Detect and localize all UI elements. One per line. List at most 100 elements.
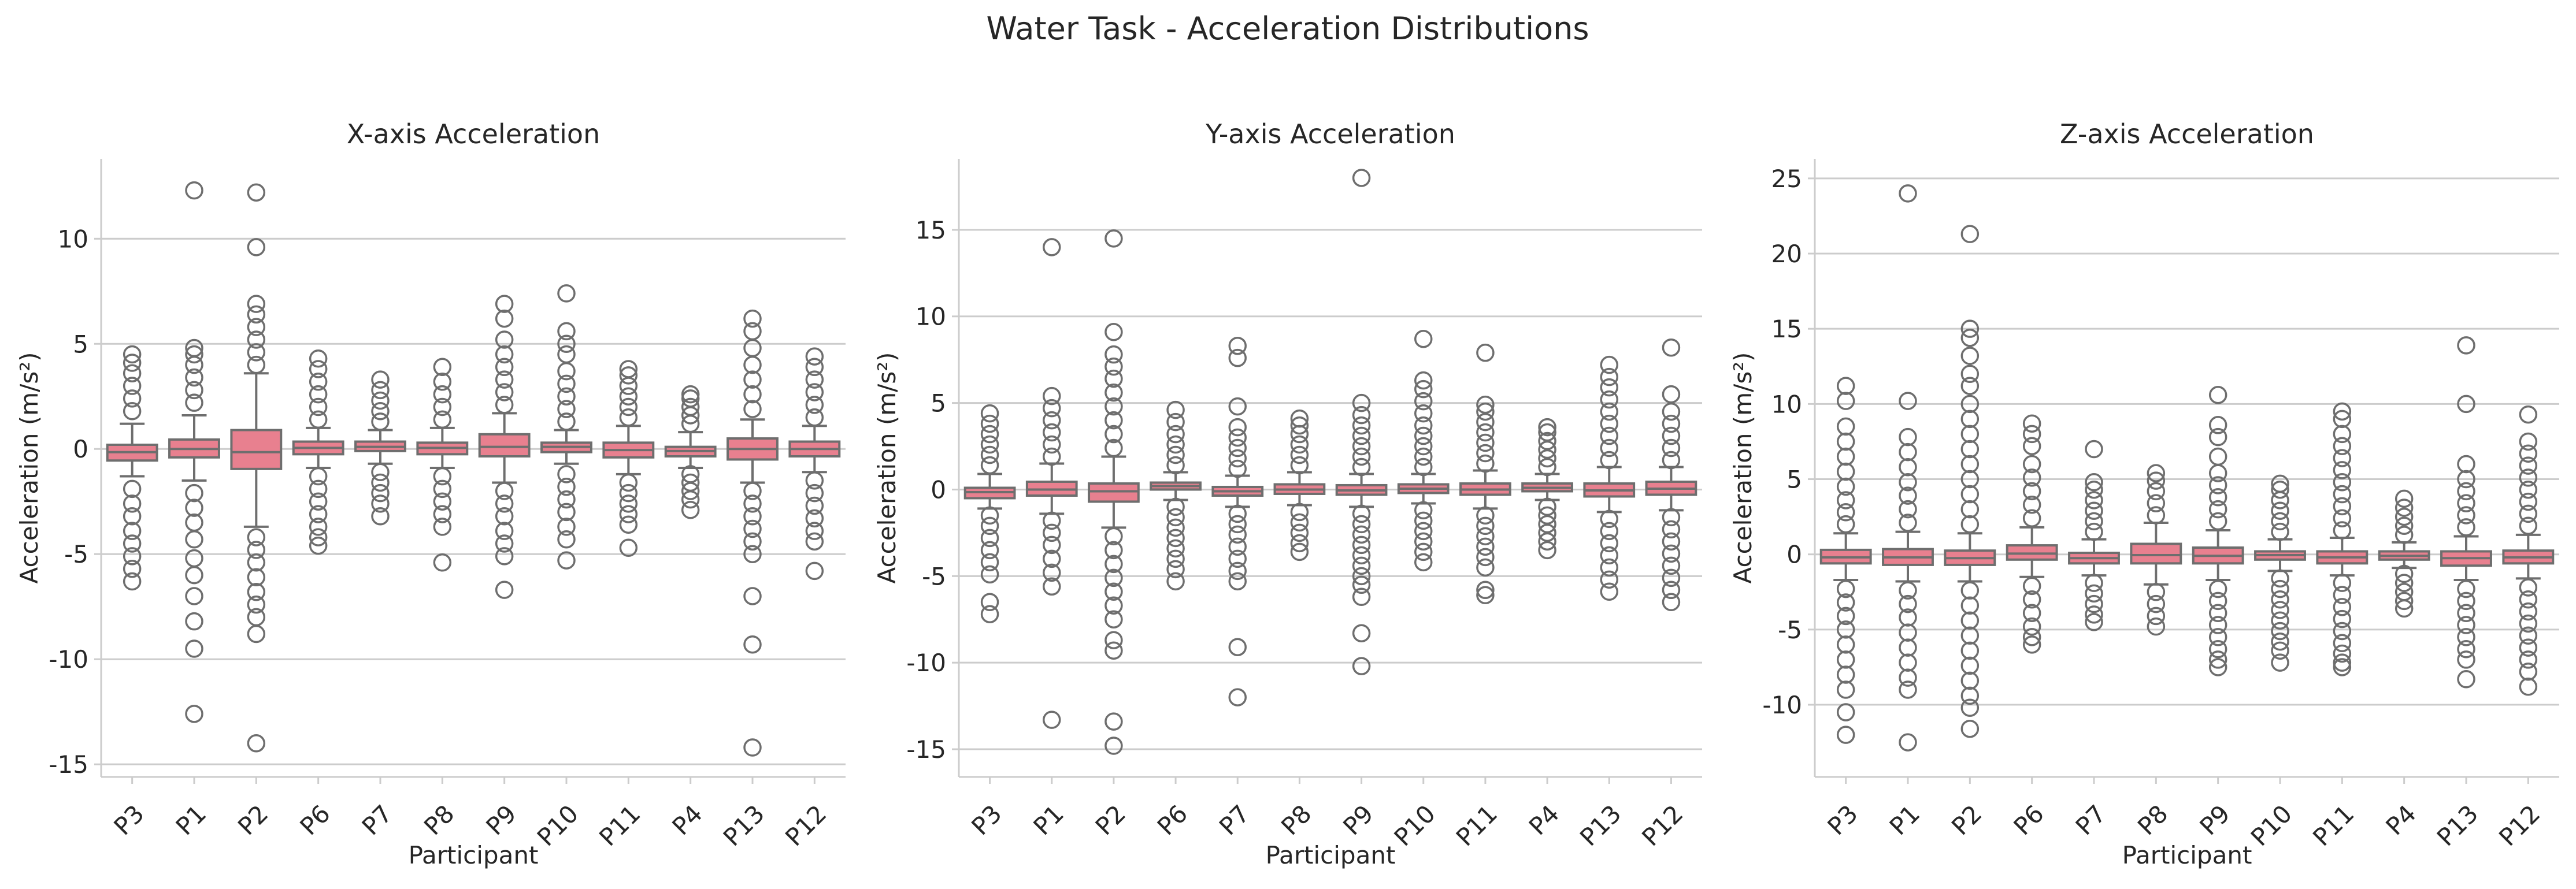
x-tick-label: P9 — [2194, 799, 2235, 840]
outlier-point — [1836, 593, 1855, 612]
boxplot-P12 — [1645, 338, 1697, 612]
outlier-point — [980, 605, 999, 624]
outlier-point — [1228, 515, 1247, 534]
outlier-point — [1899, 500, 1917, 519]
outlier-point — [1352, 457, 1371, 477]
outlier-point — [371, 483, 390, 503]
y-tick-label: 5 — [73, 330, 88, 358]
outlier-point — [1836, 432, 1855, 451]
outlier-point — [743, 587, 762, 605]
outlier-point — [1104, 610, 1123, 629]
outlier-point — [1476, 516, 1495, 535]
outlier-point — [1836, 515, 1855, 534]
outlier-point — [1104, 322, 1123, 341]
outlier-point — [309, 360, 328, 378]
y-tick-label: -10 — [49, 645, 88, 674]
outlier-point — [1414, 511, 1433, 530]
outlier-point — [2333, 509, 2352, 527]
outlier-point — [557, 551, 576, 570]
outlier-point — [1960, 485, 1980, 504]
outlier-point — [495, 396, 514, 414]
outlier-point — [1476, 395, 1495, 414]
outlier-point — [2395, 564, 2414, 583]
outlier-point — [1043, 386, 1061, 406]
outlier-point — [2395, 516, 2414, 535]
outlier-point — [1899, 608, 1917, 627]
boxplot-P9 — [478, 295, 531, 599]
outlier-point — [1476, 548, 1495, 567]
outlier-point — [1476, 537, 1495, 556]
outlier-point — [805, 496, 824, 515]
outlier-point — [743, 309, 762, 328]
outlier-point — [1836, 703, 1855, 721]
outlier-point — [2519, 650, 2538, 669]
outlier-point — [1899, 594, 1917, 613]
outlier-point — [2333, 634, 2352, 653]
outlier-point — [371, 370, 390, 389]
outlier-point — [1414, 553, 1433, 572]
outlier-point — [2457, 395, 2475, 414]
outlier-point — [2208, 488, 2227, 507]
outlier-point — [1104, 425, 1123, 444]
outlier-point — [557, 465, 576, 483]
y-tick-label: -5 — [922, 562, 946, 590]
outlier-point — [1228, 428, 1247, 447]
boxplot-P13 — [1583, 355, 1636, 601]
outlier-point — [1290, 523, 1309, 542]
outlier-point — [1960, 698, 1980, 717]
y-tick-label: 15 — [916, 216, 946, 244]
outlier-point — [1662, 414, 1681, 433]
outlier-point — [1414, 404, 1433, 423]
outlier-point — [1104, 527, 1123, 546]
outlier-point — [1104, 712, 1123, 731]
outlier-point — [1899, 442, 1917, 462]
x-tick-label: P13 — [2432, 799, 2484, 851]
outlier-point — [805, 408, 824, 427]
outlier-point — [433, 479, 452, 499]
outlier-point — [247, 183, 266, 202]
outlier-point — [1043, 549, 1061, 568]
outlier-point — [1600, 582, 1618, 601]
outlier-point — [557, 345, 576, 364]
outlier-point — [805, 561, 824, 581]
outlier-point — [123, 354, 142, 372]
outlier-point — [619, 473, 638, 492]
outlier-point — [1166, 539, 1185, 558]
outlier-point — [980, 445, 999, 464]
outlier-point — [980, 553, 999, 572]
outlier-point — [2208, 592, 2227, 611]
outlier-point — [2022, 482, 2041, 501]
outlier-point — [495, 345, 514, 364]
outlier-point — [2208, 427, 2227, 447]
outlier-point — [1352, 587, 1371, 607]
boxplot-P8 — [416, 358, 469, 572]
y-tick-label: -5 — [64, 540, 88, 568]
x-tick-label: P4 — [1524, 799, 1565, 840]
outlier-point — [2333, 437, 2352, 456]
outlier-point — [1600, 509, 1618, 529]
outlier-point — [1600, 402, 1618, 421]
outlier-point — [309, 467, 328, 486]
outlier-point — [2085, 605, 2103, 624]
outlier-point — [557, 412, 576, 431]
outlier-point — [2271, 611, 2289, 630]
outlier-point — [2333, 485, 2352, 504]
outlier-point — [1166, 549, 1185, 568]
outlier-point — [1836, 491, 1855, 509]
outlier-point — [1960, 440, 1980, 459]
outlier-point — [2457, 616, 2475, 634]
outlier-point — [1960, 395, 1980, 414]
outlier-point — [1414, 532, 1433, 551]
outlier-point — [1352, 504, 1371, 523]
boxplot-P1 — [1025, 238, 1078, 729]
outlier-point — [619, 360, 638, 378]
outlier-point — [1836, 377, 1855, 395]
outlier-point — [1662, 402, 1681, 421]
outlier-point — [2519, 432, 2538, 451]
outlier-point — [1228, 459, 1247, 478]
outlier-point — [2457, 518, 2475, 537]
outlier-point — [247, 528, 266, 546]
outlier-point — [1290, 435, 1309, 454]
box-iqr — [230, 429, 283, 470]
